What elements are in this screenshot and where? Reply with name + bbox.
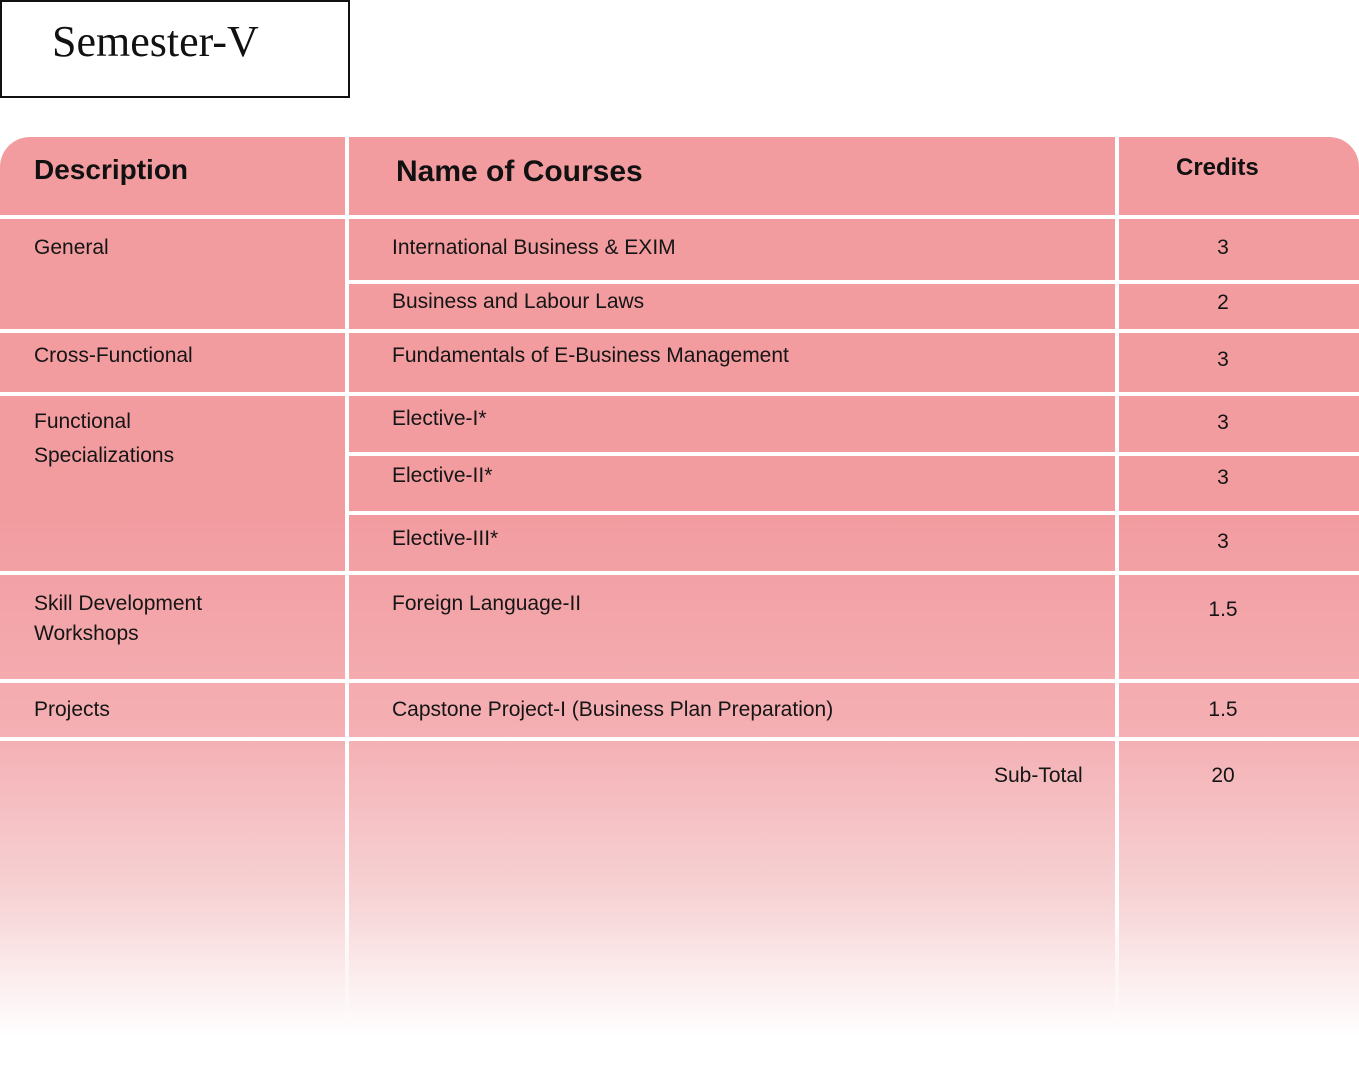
course-credits: 3 [1217,348,1229,371]
subtotal-credits: 20 [1211,764,1235,787]
course-name: Business and Labour Laws [392,290,645,313]
description-functional-line-2: Specializations [34,444,175,467]
description-projects: Projects [34,698,110,721]
semester-title-box: Semester-V [0,0,350,98]
group-divider [0,679,1359,683]
group-divider [0,737,1359,741]
row-divider [349,280,1359,284]
row-divider [349,452,1359,456]
course-table [0,137,1359,1037]
group-divider [0,392,1359,396]
header-credits: Credits [1176,154,1259,181]
column-divider-2-fade [1115,741,1119,1031]
description-functional-line-1: Functional [34,410,131,433]
course-credits: 3 [1217,530,1229,553]
description-skill-line-2: Workshops [34,622,139,645]
course-credits: 3 [1217,466,1229,489]
course-name: Fundamentals of E-Business Management [392,344,789,367]
course-credits: 1.5 [1208,598,1238,621]
course-credits: 1.5 [1208,698,1238,721]
description-general: General [34,236,109,259]
group-divider [0,329,1359,333]
subtotal-label: Sub-Total [994,764,1083,787]
course-name: Elective-I* [392,407,487,430]
description-cross-functional: Cross-Functional [34,344,193,367]
description-skill-line-1: Skill Development [34,592,203,615]
column-divider-2 [1115,137,1119,741]
header-description: Description [34,154,189,185]
header-courses: Name of Courses [396,155,643,188]
course-name: International Business & EXIM [392,236,676,259]
course-name: Capstone Project-I (Business Plan Prepar… [392,698,834,721]
row-divider [349,511,1359,515]
course-credits: 2 [1217,291,1229,314]
header-divider [0,215,1359,219]
course-name: Elective-III* [392,527,499,550]
course-credits: 3 [1217,236,1229,259]
group-divider [0,571,1359,575]
column-divider-1-fade [345,741,349,1031]
semester-title: Semester-V [52,17,259,66]
course-name: Foreign Language-II [392,592,582,615]
course-name: Elective-II* [392,464,493,487]
course-credits: 3 [1217,411,1229,434]
column-divider-1 [345,137,349,741]
